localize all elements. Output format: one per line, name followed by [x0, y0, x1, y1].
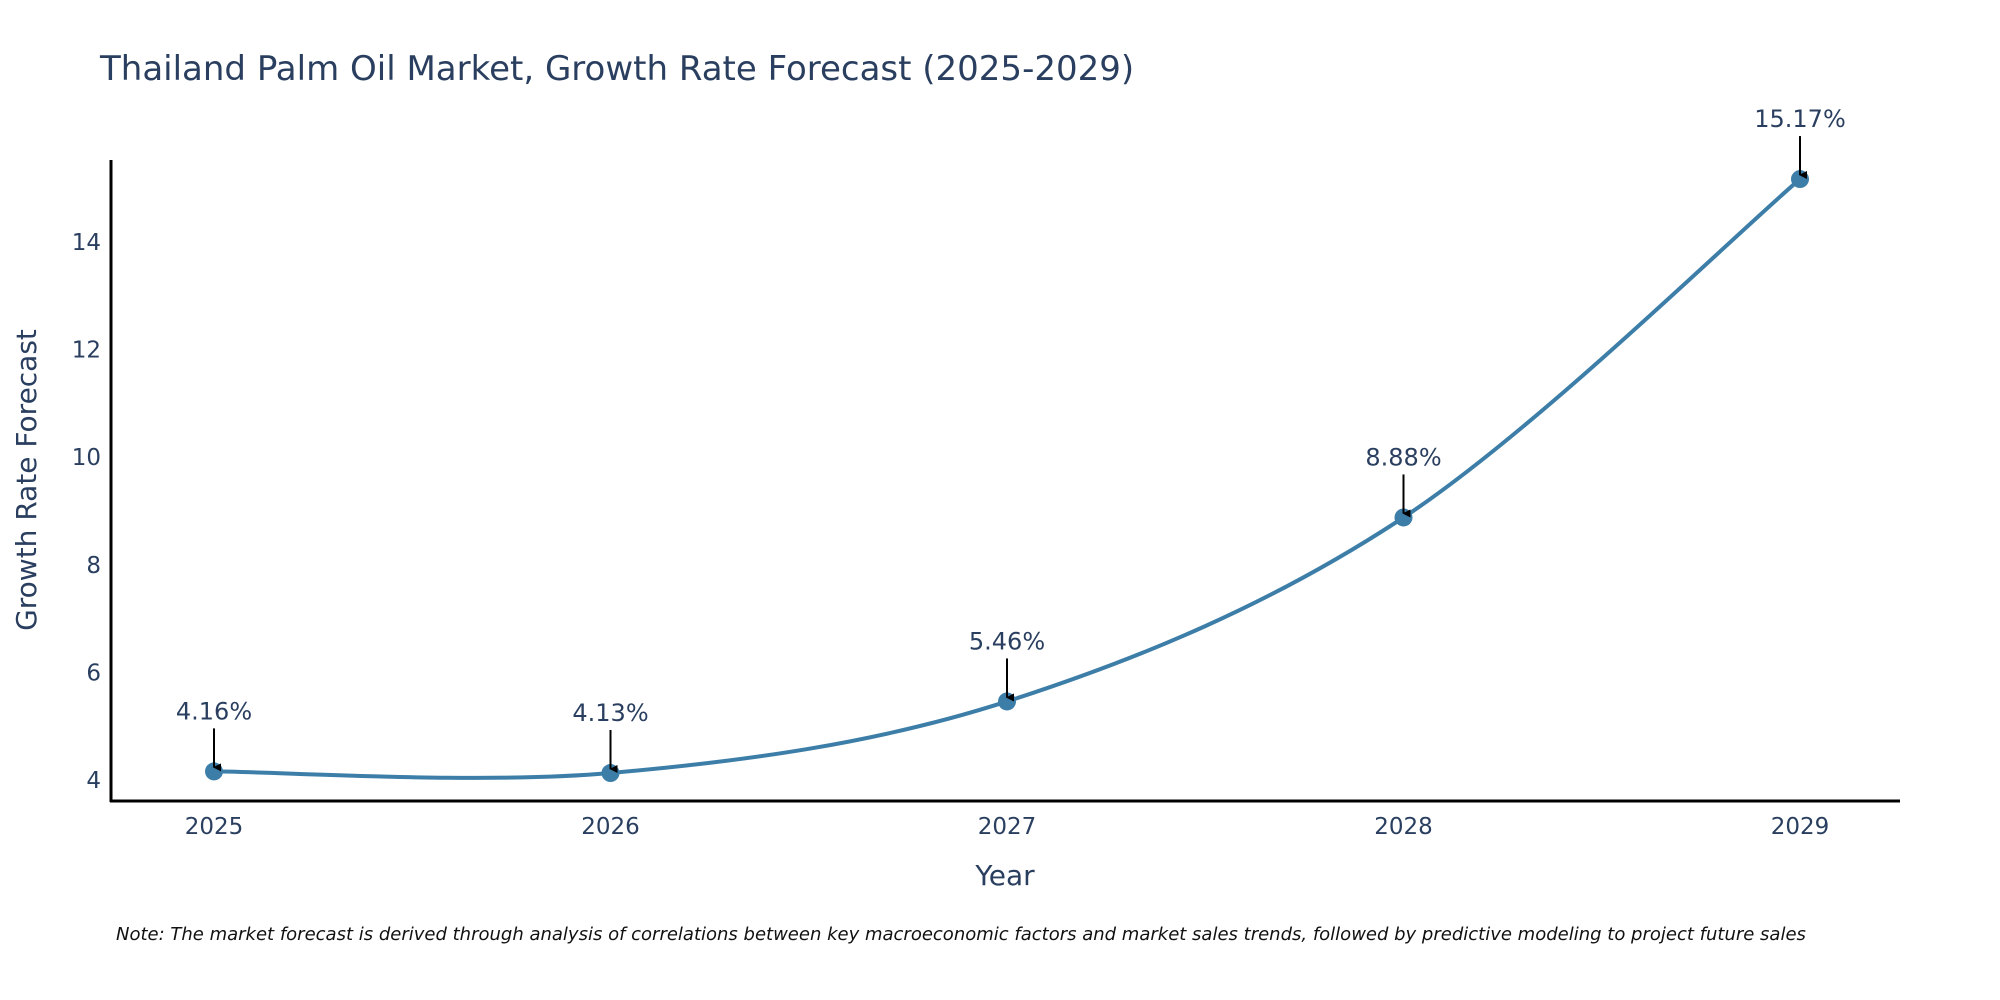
- plot-area: 4 6 8 10 12 14 2025 2026 2027 2028 2029 4.16% 4.13…: [72, 105, 1900, 840]
- y-axis-ticks: 4 6 8 10 12 14: [72, 230, 101, 794]
- x-axis-title: Year: [974, 859, 1035, 892]
- y-axis-title: Growth Rate Forecast: [10, 329, 43, 631]
- x-axis-ticks: 2025 2026 2027 2028 2029: [185, 814, 1830, 840]
- chart-title: Thailand Palm Oil Market, Growth Rate Fo…: [99, 49, 1134, 89]
- x-tick-label: 2027: [978, 814, 1037, 840]
- data-label: 4.16%: [176, 697, 252, 725]
- y-tick-label: 8: [86, 553, 101, 579]
- data-label: 4.13%: [572, 699, 648, 727]
- x-tick-label: 2029: [1771, 814, 1830, 840]
- y-tick-label: 12: [72, 338, 101, 364]
- y-tick-label: 10: [72, 445, 101, 471]
- data-label: 8.88%: [1365, 443, 1441, 471]
- series-line: [213, 177, 1802, 780]
- x-tick-label: 2028: [1374, 814, 1433, 840]
- y-tick-label: 6: [86, 660, 101, 686]
- forecast-note: Note: The market forecast is derived thr…: [116, 924, 1806, 945]
- data-label: 5.46%: [969, 627, 1045, 655]
- x-tick-label: 2026: [581, 814, 640, 840]
- data-label: 15.17%: [1754, 105, 1846, 133]
- y-tick-label: 14: [72, 230, 101, 256]
- data-annotations: 4.16% 4.13% 5.46% 8.88% 15.17%: [176, 105, 1846, 774]
- x-tick-label: 2025: [185, 814, 244, 840]
- y-tick-label: 4: [86, 768, 101, 794]
